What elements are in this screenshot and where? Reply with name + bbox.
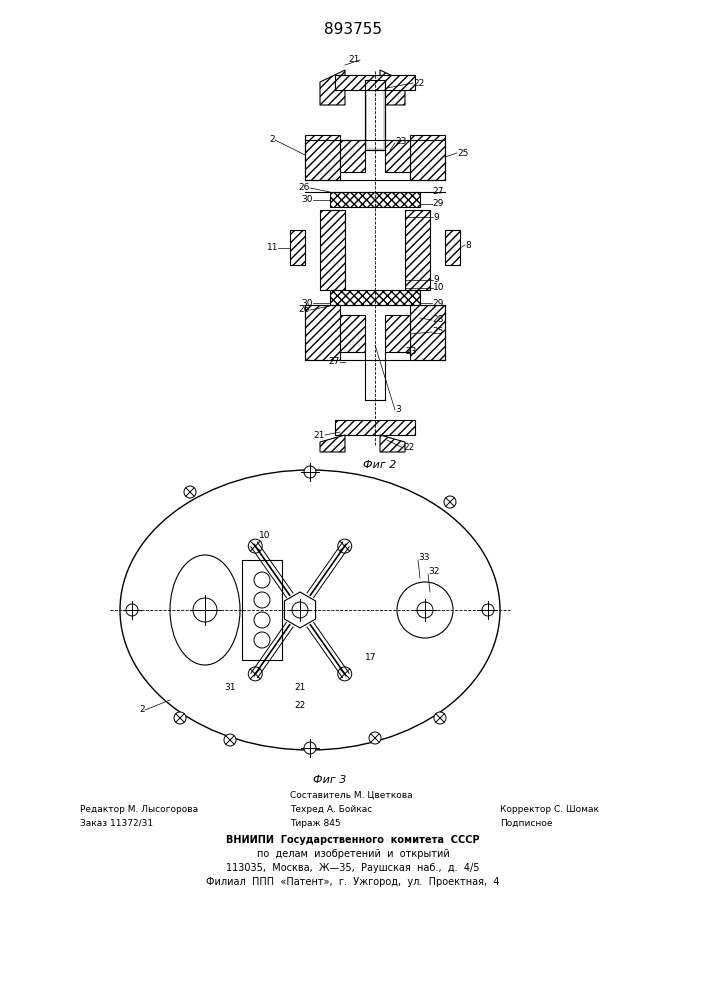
Circle shape xyxy=(174,712,186,724)
Bar xyxy=(242,560,282,660)
Text: 22: 22 xyxy=(294,700,305,710)
Text: 25: 25 xyxy=(432,328,443,336)
Circle shape xyxy=(304,466,316,478)
Text: Заказ 11372/31: Заказ 11372/31 xyxy=(80,819,153,828)
Text: 26: 26 xyxy=(298,184,310,192)
Bar xyxy=(385,315,410,352)
Bar xyxy=(330,290,420,305)
Polygon shape xyxy=(320,70,345,105)
Text: 9: 9 xyxy=(433,213,439,222)
Text: 29: 29 xyxy=(432,200,443,209)
Bar xyxy=(410,305,445,360)
Circle shape xyxy=(254,592,270,608)
Ellipse shape xyxy=(120,470,500,750)
Circle shape xyxy=(304,742,316,754)
Text: 26: 26 xyxy=(298,306,310,314)
Bar xyxy=(330,192,420,207)
Text: Фиг 3: Фиг 3 xyxy=(313,775,346,785)
Circle shape xyxy=(193,598,217,622)
Text: Подписное: Подписное xyxy=(500,819,552,828)
Text: 27: 27 xyxy=(432,188,443,196)
Bar xyxy=(365,80,385,150)
Text: 30: 30 xyxy=(301,298,313,308)
Bar xyxy=(410,135,445,180)
Text: 21: 21 xyxy=(349,55,360,64)
Polygon shape xyxy=(380,70,405,105)
Text: Фиг 2: Фиг 2 xyxy=(363,460,397,470)
Text: 2: 2 xyxy=(139,706,145,714)
Text: 10: 10 xyxy=(433,284,445,292)
Circle shape xyxy=(482,604,494,616)
Circle shape xyxy=(254,572,270,588)
Text: 893755: 893755 xyxy=(324,22,382,37)
Text: 10: 10 xyxy=(259,530,271,540)
Circle shape xyxy=(417,602,433,618)
Text: 22: 22 xyxy=(413,79,424,88)
Text: Техред А. Бойкас: Техред А. Бойкас xyxy=(290,805,373,814)
Text: Корректор С. Шомак: Корректор С. Шомак xyxy=(500,805,599,814)
Circle shape xyxy=(292,602,308,618)
Text: 22: 22 xyxy=(403,444,414,452)
Text: 17: 17 xyxy=(365,654,377,662)
Text: ВНИИПИ  Государственного  комитета  СССР: ВНИИПИ Государственного комитета СССР xyxy=(226,835,480,845)
Text: Редактор М. Лысогорова: Редактор М. Лысогорова xyxy=(80,805,198,814)
Circle shape xyxy=(444,496,456,508)
Bar xyxy=(385,140,410,172)
Text: 21: 21 xyxy=(314,430,325,440)
Polygon shape xyxy=(284,592,315,628)
Circle shape xyxy=(126,604,138,616)
Text: 113035,  Москва,  Ж—35,  Раушская  наб.,  д.  4/5: 113035, Москва, Ж—35, Раушская наб., д. … xyxy=(226,863,480,873)
Text: по  делам  изобретений  и  открытий: по делам изобретений и открытий xyxy=(257,849,450,859)
Bar xyxy=(445,230,460,265)
Circle shape xyxy=(369,732,381,744)
Text: 25: 25 xyxy=(457,148,468,157)
Polygon shape xyxy=(380,435,405,452)
Circle shape xyxy=(338,667,352,681)
Text: Тираж 845: Тираж 845 xyxy=(290,819,341,828)
Ellipse shape xyxy=(170,555,240,665)
Text: 21: 21 xyxy=(294,684,305,692)
Bar xyxy=(340,140,365,172)
Text: 29: 29 xyxy=(432,298,443,308)
Text: 3: 3 xyxy=(395,406,401,414)
Text: 11: 11 xyxy=(267,243,278,252)
Polygon shape xyxy=(335,420,415,435)
Bar xyxy=(345,210,405,290)
Text: 32: 32 xyxy=(428,568,439,576)
Text: 30: 30 xyxy=(301,196,313,205)
Bar xyxy=(320,210,345,290)
Bar xyxy=(305,305,340,360)
Polygon shape xyxy=(320,435,345,452)
Text: 2: 2 xyxy=(269,135,275,144)
Bar xyxy=(305,135,340,180)
Bar xyxy=(367,80,383,148)
Text: Филиал  ППП  «Патент»,  г.  Ужгород,  ул.  Проектная,  4: Филиал ППП «Патент», г. Ужгород, ул. Про… xyxy=(206,877,500,887)
Bar xyxy=(290,230,305,265)
Text: 8: 8 xyxy=(465,240,471,249)
Text: 28: 28 xyxy=(432,316,443,324)
Circle shape xyxy=(248,667,262,681)
Circle shape xyxy=(254,632,270,648)
Circle shape xyxy=(254,612,270,628)
Circle shape xyxy=(224,734,236,746)
Bar xyxy=(405,210,430,290)
Text: Составитель М. Цветкова: Составитель М. Цветкова xyxy=(290,791,413,800)
Text: 23: 23 xyxy=(395,137,407,146)
Circle shape xyxy=(397,582,453,638)
Circle shape xyxy=(248,539,262,553)
Polygon shape xyxy=(335,75,415,90)
Text: 31: 31 xyxy=(224,684,235,692)
Text: 23: 23 xyxy=(405,348,416,357)
Circle shape xyxy=(184,486,196,498)
Text: 27: 27 xyxy=(329,358,340,366)
Text: 33: 33 xyxy=(418,554,429,562)
Text: 9: 9 xyxy=(433,275,439,284)
Circle shape xyxy=(434,712,446,724)
Circle shape xyxy=(338,539,352,553)
Bar xyxy=(340,315,365,352)
